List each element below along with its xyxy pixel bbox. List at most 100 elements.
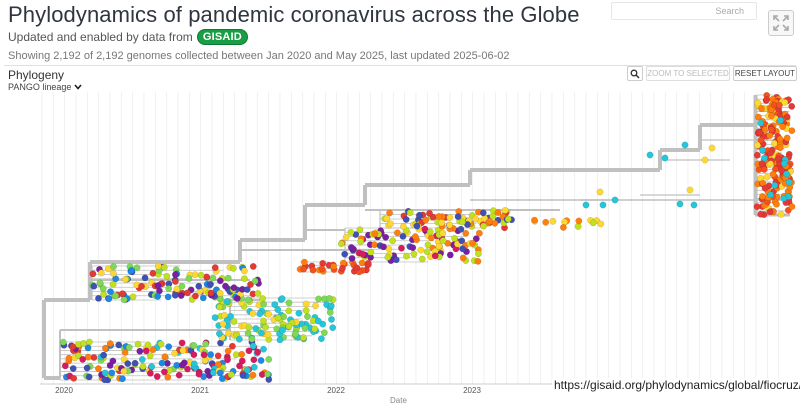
tip-177 (243, 366, 251, 374)
tip-38 (260, 345, 267, 353)
tip-280 (223, 316, 231, 324)
tip-565 (356, 226, 364, 234)
tip-357 (247, 281, 254, 288)
tip-858 (754, 141, 761, 149)
tip-112 (179, 347, 187, 354)
tip-171 (79, 355, 87, 363)
tip-540 (367, 248, 375, 256)
tip-254 (244, 296, 252, 304)
tip-625 (435, 213, 443, 220)
tip-434 (319, 259, 327, 267)
tip-118 (146, 369, 154, 377)
tip-404 (230, 284, 238, 292)
tip-314 (95, 294, 102, 302)
tip-88 (264, 370, 271, 378)
tip-80 (59, 338, 67, 346)
x-tick-2022: 2022 (327, 386, 345, 395)
tip-387 (184, 289, 192, 297)
tip-255 (327, 302, 335, 310)
tip-817 (776, 135, 784, 143)
tip-530 (392, 256, 400, 264)
zoom-to-selected-button[interactable]: ZOOM TO SELECTED (646, 66, 730, 81)
tip-414 (138, 282, 145, 290)
tip-295 (235, 335, 243, 343)
tip-748 (761, 126, 769, 134)
tip-282 (291, 330, 299, 338)
tip-780 (757, 210, 765, 218)
tip-645 (549, 217, 557, 225)
tip-200 (224, 329, 232, 337)
tip-59 (214, 352, 222, 360)
tip-659 (646, 151, 654, 159)
expand-icon (773, 15, 789, 31)
tip-527 (380, 243, 387, 251)
search-input[interactable]: Search (611, 2, 757, 20)
tip-429 (216, 289, 224, 297)
expand-button[interactable] (768, 10, 794, 36)
tip-541 (459, 254, 467, 262)
tip-49 (131, 359, 139, 367)
tip-529 (424, 241, 432, 249)
tip-24 (228, 342, 236, 350)
tip-121 (84, 344, 92, 352)
tip-442 (339, 264, 346, 272)
tip-75 (164, 373, 172, 381)
x-tick-2021: 2021 (191, 386, 209, 395)
tip-419 (171, 291, 179, 299)
tip-274 (326, 309, 334, 316)
tip-642 (597, 220, 605, 228)
tip-196 (319, 320, 327, 328)
tip-812 (767, 149, 774, 157)
tip-398 (177, 292, 185, 299)
tip-567 (417, 246, 425, 254)
tip-391 (222, 282, 229, 290)
tip-479 (403, 252, 410, 260)
tip-338 (240, 275, 248, 283)
tip-408 (154, 292, 162, 300)
tip-1 (136, 347, 144, 355)
tip-556 (474, 250, 482, 258)
tip-543 (384, 253, 392, 261)
tip-454 (309, 266, 317, 274)
tip-145 (227, 371, 235, 378)
reset-layout-button[interactable]: RESET LAYOUT (733, 66, 797, 81)
tip-374 (241, 267, 248, 275)
tip-569 (357, 238, 365, 246)
zoom-button[interactable] (627, 66, 643, 81)
tip-664 (686, 186, 694, 194)
tip-174 (178, 361, 186, 369)
tip-856 (766, 132, 774, 139)
color-by-dropdown[interactable]: PANGO lineage (8, 82, 82, 92)
tip-161 (120, 367, 128, 375)
tip-138 (69, 343, 77, 351)
tip-798 (753, 203, 761, 211)
tip-247 (295, 309, 303, 317)
tip-79 (144, 341, 152, 349)
tip-505 (342, 233, 350, 241)
gisaid-logo[interactable]: GISAID (196, 29, 248, 45)
tip-147 (239, 372, 247, 379)
tip-531 (431, 252, 439, 260)
tip-657 (690, 201, 698, 209)
tip-281 (279, 326, 286, 334)
tip-296 (216, 303, 224, 311)
tip-616 (479, 209, 487, 217)
tip-343 (249, 263, 257, 270)
tip-233 (260, 317, 267, 325)
tip-218 (312, 302, 319, 310)
tip-534 (347, 244, 355, 251)
tip-847 (781, 99, 789, 106)
tip-383 (192, 292, 199, 300)
tip-176 (83, 364, 91, 372)
tip-613 (400, 223, 407, 230)
tip-832 (763, 96, 771, 104)
tip-373 (107, 288, 114, 296)
tip-266 (328, 316, 335, 323)
tip-60 (171, 349, 179, 357)
tip-115 (202, 340, 210, 348)
tip-562 (451, 234, 458, 242)
tip-660 (661, 154, 669, 162)
magnifier-icon (630, 69, 640, 79)
tip-369 (128, 266, 136, 274)
